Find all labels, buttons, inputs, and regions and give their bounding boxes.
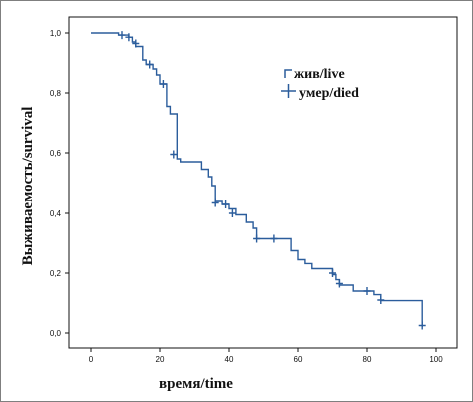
- censored-marker: [329, 269, 336, 277]
- censored-marker: [211, 198, 219, 207]
- x-tick-label: 60: [294, 355, 303, 364]
- y-axis-title: Выживаемость/survival: [20, 107, 36, 266]
- legend-live-label: жив/live: [294, 67, 345, 82]
- plot-area-border: [68, 16, 458, 349]
- y-tick-label: 0,6: [50, 149, 62, 158]
- censored-marker: [146, 60, 154, 69]
- censored-marker: [418, 321, 426, 330]
- y-tick-label: 1,0: [50, 29, 62, 38]
- censored-marker: [270, 234, 278, 243]
- legend-died-marker: [281, 84, 296, 98]
- y-tick-label: 0,0: [50, 329, 62, 338]
- y-tick-label: 0,8: [50, 89, 62, 98]
- censored-marker: [228, 209, 236, 217]
- censored-marker: [377, 296, 385, 304]
- y-tick-label: 0,2: [50, 269, 62, 278]
- censored-marker: [118, 31, 126, 40]
- x-axis: 0 20 40 60 80 100: [89, 348, 443, 364]
- censored-marker: [335, 279, 343, 288]
- censored-marker: [253, 234, 261, 243]
- censored-marker: [159, 80, 167, 88]
- censored-marker: [125, 33, 133, 42]
- censored-markers: [118, 31, 426, 330]
- x-axis-title: время/time: [159, 376, 233, 392]
- x-tick-label: 40: [225, 355, 234, 364]
- censored-marker: [132, 39, 140, 48]
- x-tick-label: 20: [156, 355, 165, 364]
- censored-marker: [222, 200, 230, 208]
- legend-died-label: умер/died: [299, 86, 359, 101]
- x-tick-label: 80: [363, 355, 372, 364]
- x-tick-label: 100: [429, 355, 443, 364]
- censored-marker: [363, 287, 371, 295]
- x-tick-label: 0: [89, 355, 94, 364]
- censored-marker: [170, 150, 178, 159]
- y-axis: 0,0 0,2 0,4 0,6 0,8 1,0: [50, 29, 69, 338]
- y-tick-label: 0,4: [50, 209, 62, 218]
- chart-legend: жив/live умер/died: [281, 67, 359, 101]
- legend-live-marker: [284, 69, 292, 78]
- survival-curve-line: [91, 32, 423, 327]
